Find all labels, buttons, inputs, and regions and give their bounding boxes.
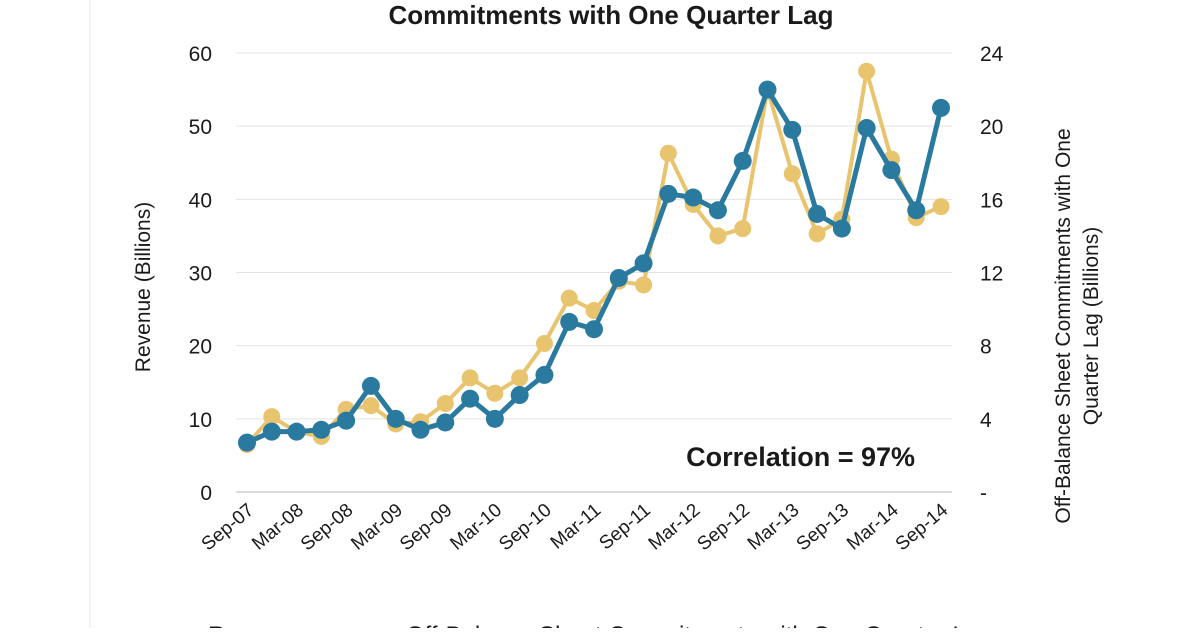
data-point xyxy=(932,198,950,216)
x-tick-label: Sep-13 xyxy=(793,500,853,555)
series-1 xyxy=(238,62,950,453)
data-point xyxy=(436,394,454,412)
data-point xyxy=(361,376,380,395)
series-line xyxy=(244,87,944,446)
data-point xyxy=(734,220,752,238)
data-point xyxy=(486,384,504,402)
data-point xyxy=(932,98,950,117)
data-point xyxy=(461,369,479,387)
data-point xyxy=(832,219,851,238)
y2-tick-label: 4 xyxy=(980,409,992,432)
legend-label: Revenue xyxy=(208,622,304,628)
y-tick-label: 50 xyxy=(189,116,212,139)
series-line xyxy=(245,69,943,447)
y2-tick-label: 24 xyxy=(980,43,1004,66)
data-point xyxy=(511,369,529,387)
y-tick-label: 10 xyxy=(189,409,212,432)
left-y-axis-label: Revenue (Billions) xyxy=(132,202,155,372)
x-tick-label: Mar-08 xyxy=(248,500,308,555)
x-tick-label: Mar-12 xyxy=(645,500,705,555)
y-tick-label: 40 xyxy=(189,189,212,212)
x-tick-label: Mar-13 xyxy=(744,500,804,555)
data-point xyxy=(609,268,628,287)
right-y-axis-label-line-1: Off-Balance Sheet Commitments with One xyxy=(1052,128,1075,523)
grid-lines xyxy=(236,52,952,420)
data-point xyxy=(733,151,752,170)
x-tick-label: Mar-09 xyxy=(347,500,407,555)
chart-title: Commitments with One Quarter Lag xyxy=(389,0,834,30)
x-tick-label: Mar-14 xyxy=(843,499,903,554)
data-point xyxy=(411,420,430,439)
data-point xyxy=(386,409,405,428)
y2-tick-label: 20 xyxy=(980,116,1003,139)
series-layer xyxy=(238,62,950,453)
data-point xyxy=(337,411,356,430)
data-point xyxy=(634,254,653,273)
data-point xyxy=(659,184,678,203)
data-point xyxy=(535,334,553,352)
legend: Revenue Off-Balance Sheet Commitments wit… xyxy=(163,622,993,633)
x-tick-label: Sep-14 xyxy=(892,499,953,555)
data-point xyxy=(485,409,504,428)
data-point xyxy=(263,408,281,426)
data-point xyxy=(535,365,554,384)
data-point xyxy=(461,389,480,408)
data-point xyxy=(882,161,901,180)
data-point xyxy=(659,144,677,162)
data-point xyxy=(758,80,777,99)
left-y-axis: 0 10 20 30 40 50 60 xyxy=(189,43,212,505)
y2-tick-label: 12 xyxy=(980,263,1003,286)
y-tick-label: 20 xyxy=(189,336,212,359)
legend-label: Off-Balance Sheet Commitments with One Q… xyxy=(406,622,993,628)
data-point xyxy=(560,289,578,307)
y-tick-label: 30 xyxy=(189,263,212,286)
data-point xyxy=(312,420,331,439)
x-tick-label: Mar-11 xyxy=(547,500,606,554)
series-2 xyxy=(238,80,950,452)
y2-tick-label: 8 xyxy=(980,336,992,359)
data-point xyxy=(238,433,256,452)
y-tick-label: 0 xyxy=(200,482,212,505)
correlation-annotation: Correlation = 97% xyxy=(686,442,915,472)
x-tick-label: Sep-11 xyxy=(595,500,654,555)
data-point xyxy=(709,227,727,245)
data-point xyxy=(783,120,802,139)
data-point xyxy=(684,188,703,207)
data-point xyxy=(560,312,579,331)
y2-tick-label: - xyxy=(980,482,987,505)
x-tick-label: Sep-08 xyxy=(297,500,357,555)
x-tick-label: Sep-09 xyxy=(396,500,456,555)
data-point xyxy=(436,413,455,432)
y-tick-label: 60 xyxy=(189,43,212,66)
y2-tick-label: 16 xyxy=(980,189,1003,212)
data-point xyxy=(857,118,876,137)
data-point xyxy=(858,62,876,80)
data-point xyxy=(362,397,380,415)
right-y-axis: - 4 8 12 16 20 24 xyxy=(980,43,1004,505)
data-point xyxy=(783,165,801,183)
x-axis: Sep-07Mar-08Sep-08Mar-09Sep-09Mar-10Sep-… xyxy=(198,491,953,555)
data-point xyxy=(808,225,826,243)
data-point xyxy=(585,320,603,339)
data-point xyxy=(262,422,281,441)
data-point xyxy=(907,201,926,220)
right-y-axis-label-line-2: Quarter Lag (Billions) xyxy=(1080,227,1103,425)
x-tick-label: Sep-12 xyxy=(693,500,753,555)
data-point xyxy=(808,204,827,223)
x-tick-label: Mar-10 xyxy=(446,500,506,555)
data-point xyxy=(708,201,727,220)
data-point xyxy=(635,276,653,294)
data-point xyxy=(510,386,529,405)
x-tick-label: Sep-07 xyxy=(198,500,258,555)
data-point xyxy=(287,422,306,441)
x-tick-label: Sep-10 xyxy=(495,500,555,555)
